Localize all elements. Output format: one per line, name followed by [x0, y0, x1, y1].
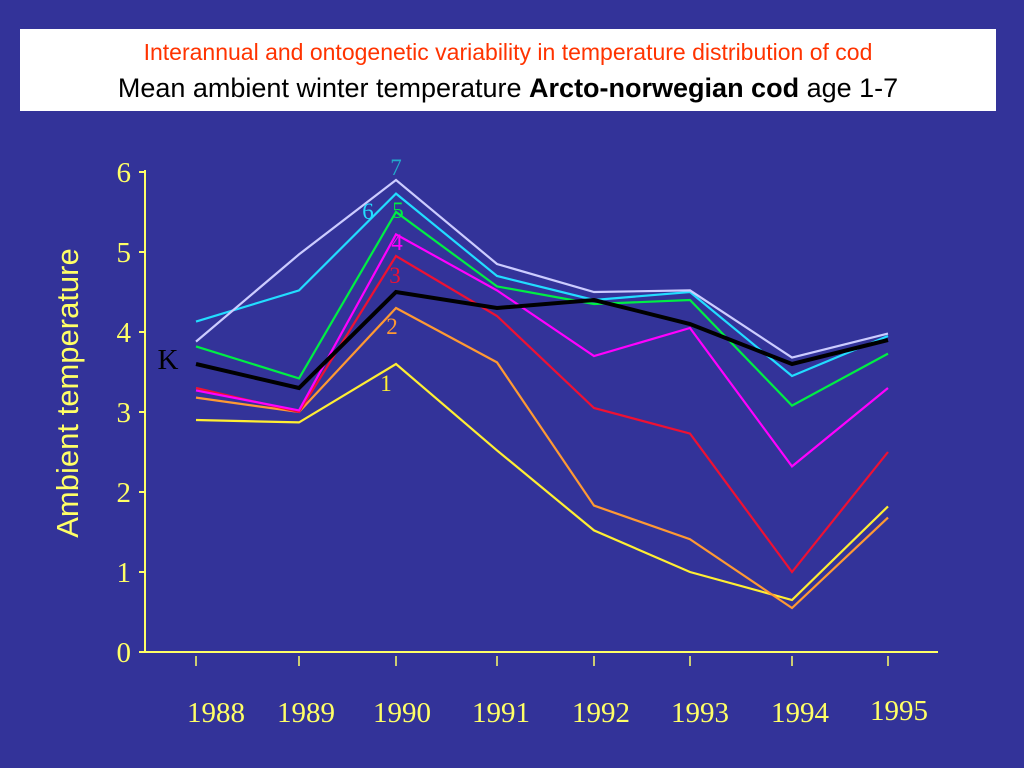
x-tick-label: 1989	[277, 697, 335, 729]
inline-label-age-1: 1	[380, 371, 392, 396]
y-tick-label: 1	[117, 557, 132, 589]
y-tick-label: 0	[117, 637, 132, 669]
x-tick-label: 1992	[572, 697, 630, 729]
inline-label-k: K	[158, 344, 179, 376]
title-line-1: Interannual and ontogenetic variability …	[143, 39, 873, 65]
series-line-age-5	[195, 210, 889, 407]
inline-label-age-5: 5	[392, 198, 404, 223]
title-line-2-prefix: Mean ambient winter temperature	[117, 73, 530, 103]
series-line-age-4	[195, 232, 889, 468]
series-line-age-7	[195, 178, 889, 359]
x-tick-label: 1991	[472, 697, 530, 729]
y-tick-label: 6	[117, 157, 132, 189]
title-line-2-suffix: age 1-7	[799, 73, 899, 103]
x-tick-label: 1988	[187, 697, 245, 729]
y-tick-label: 2	[117, 477, 132, 509]
series-lines	[195, 178, 889, 610]
series-line-age-2	[195, 306, 889, 610]
series-line-age-6	[195, 192, 889, 378]
inline-label-age-3: 3	[389, 263, 401, 288]
title-line-2: Mean ambient winter temperature Arcto-no…	[20, 73, 996, 104]
y-tick-label: 5	[117, 237, 132, 269]
inline-label-age-4: 4	[391, 230, 403, 255]
inline-label-age-7: 7	[390, 155, 402, 180]
series-line-k	[195, 289, 889, 391]
inline-label-age-6: 6	[362, 199, 374, 224]
x-tick-label: 1995	[870, 695, 928, 727]
y-tick-label: 4	[117, 317, 132, 349]
inline-label-age-2: 2	[386, 314, 398, 339]
x-tick-label: 1990	[373, 697, 431, 729]
series-line-age-1	[195, 362, 889, 602]
title-box: Interannual and ontogenetic variability …	[20, 29, 996, 111]
x-tick-label: 1993	[671, 697, 729, 729]
inline-labels: 1 2 3 4 567 K	[158, 155, 404, 396]
y-tick-label: 3	[117, 397, 132, 429]
x-tick-label: 1994	[771, 697, 830, 729]
title-line-2-bold: Arcto-norwegian cod	[529, 73, 800, 103]
series-line-age-3	[195, 254, 889, 574]
